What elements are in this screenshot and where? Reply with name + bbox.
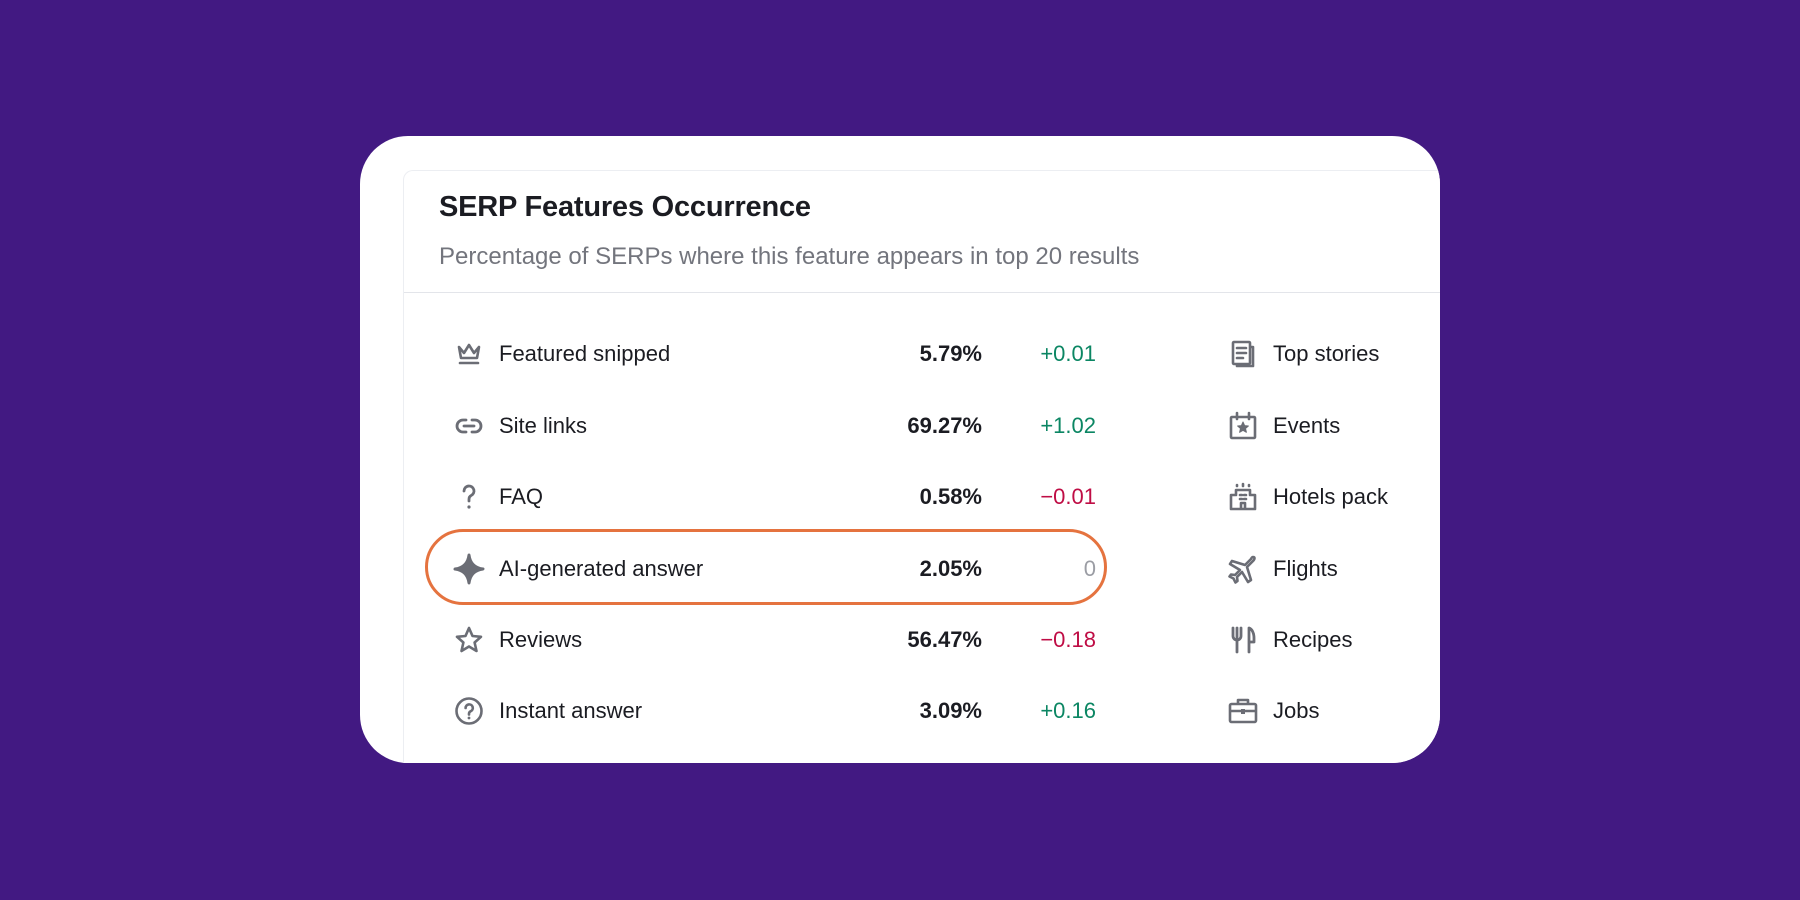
feature-delta: −0.18	[1040, 627, 1096, 652]
newspaper-icon	[1226, 337, 1260, 371]
card-title: SERP Features Occurrence	[439, 191, 811, 223]
feature-row-recipes[interactable]: Recipes	[1226, 610, 1352, 670]
feature-row-reviews[interactable]: Reviews 56.47% −0.18	[452, 610, 1096, 670]
feature-label: Site links	[499, 413, 588, 438]
star-icon	[452, 623, 486, 657]
feature-label: Hotels pack	[1273, 484, 1388, 509]
feature-label: Events	[1273, 413, 1341, 438]
briefcase-icon	[1226, 694, 1260, 728]
feature-value: 56.47%	[907, 627, 982, 652]
feature-label: Featured snipped	[499, 341, 671, 366]
feature-row-events[interactable]: Events	[1226, 396, 1340, 456]
feature-delta: +1.02	[1040, 413, 1096, 438]
feature-value: 3.09%	[919, 698, 982, 723]
feature-label: Reviews	[499, 627, 583, 652]
feature-row-site-links[interactable]: Site links 69.27% +1.02	[452, 396, 1096, 456]
card-header: SERP Features Occurrence Percentage of S…	[404, 171, 1440, 293]
card-frame: SERP Features Occurrence Percentage of S…	[360, 136, 1440, 763]
feature-label: Top stories	[1273, 341, 1380, 366]
feature-row-flights[interactable]: Flights	[1226, 539, 1338, 599]
feature-delta: +0.01	[1040, 341, 1096, 366]
feature-row-faq[interactable]: FAQ 0.58% −0.01	[452, 467, 1096, 527]
calendar-star-icon	[1226, 409, 1260, 443]
feature-row-featured-snipped[interactable]: Featured snipped 5.79% +0.01	[452, 324, 1096, 384]
feature-label: FAQ	[499, 484, 544, 509]
feature-label: Instant answer	[499, 698, 643, 723]
hotel-icon	[1226, 480, 1260, 514]
serp-features-card: SERP Features Occurrence Percentage of S…	[403, 170, 1440, 763]
fork-knife-icon	[1226, 623, 1260, 657]
card-subtitle: Percentage of SERPs where this feature a…	[439, 243, 1140, 270]
feature-value: 69.27%	[907, 413, 982, 438]
crown-icon	[452, 337, 486, 371]
feature-row-hotels-pack[interactable]: Hotels pack	[1226, 467, 1388, 527]
feature-value: 5.79%	[919, 341, 982, 366]
feature-delta: −0.01	[1040, 484, 1096, 509]
feature-value: 0.58%	[919, 484, 982, 509]
feature-delta: +0.16	[1040, 698, 1096, 723]
feature-label: Flights	[1273, 556, 1338, 581]
link-icon	[452, 409, 486, 443]
feature-row-top-stories[interactable]: Top stories	[1226, 324, 1379, 384]
airplane-icon	[1226, 552, 1260, 586]
feature-row-jobs[interactable]: Jobs	[1226, 681, 1319, 741]
question-circle-icon	[452, 694, 486, 728]
feature-label: AI-generated answer	[499, 556, 704, 581]
feature-label: Jobs	[1273, 698, 1320, 723]
feature-label: Recipes	[1273, 627, 1353, 652]
feature-row-instant-answer[interactable]: Instant answer 3.09% +0.16	[452, 681, 1096, 741]
feature-value: 2.05%	[919, 556, 982, 581]
question-mark-icon	[452, 480, 486, 514]
highlight-ring	[425, 529, 1107, 605]
